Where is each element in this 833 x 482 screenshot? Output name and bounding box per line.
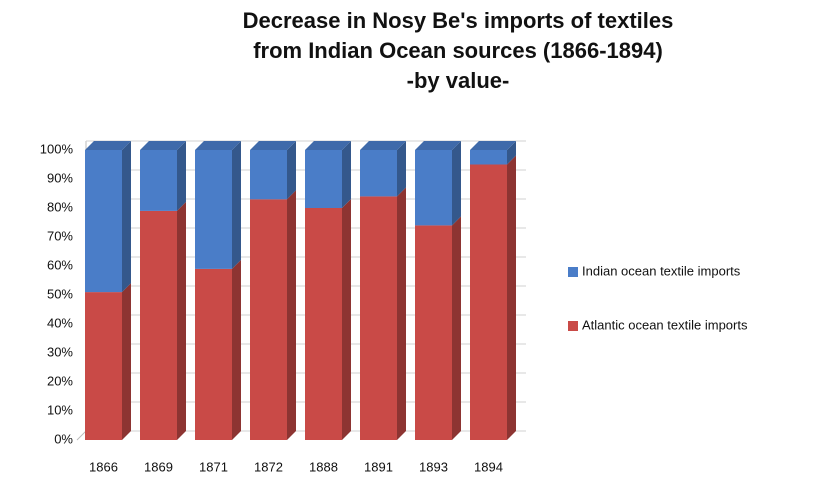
bar-side	[232, 141, 241, 269]
y-tick-label: 0%	[54, 431, 73, 446]
legend-label: Atlantic ocean textile imports	[582, 317, 748, 332]
x-tick-label: 1888	[309, 459, 338, 474]
x-tick-label: 1869	[144, 459, 173, 474]
bar-segment	[250, 150, 287, 200]
bar-top	[470, 141, 516, 150]
bar-segment	[195, 268, 232, 440]
bar-side	[507, 141, 516, 165]
bar-segment	[85, 292, 122, 440]
bar-side	[452, 141, 461, 226]
bar-side	[177, 201, 186, 440]
x-tick-label: 1894	[474, 459, 503, 474]
bar-segment	[140, 210, 177, 440]
bar-side	[507, 155, 516, 440]
floor-line	[76, 430, 87, 441]
bar-side	[287, 190, 296, 440]
bar-segment	[360, 150, 397, 197]
legend-swatch	[568, 321, 578, 331]
bar-top	[250, 141, 296, 150]
bar-side	[122, 141, 131, 293]
y-tick-label: 100%	[40, 141, 74, 156]
y-tick-label: 40%	[47, 315, 73, 330]
x-tick-label: 1893	[419, 459, 448, 474]
y-tick-label: 70%	[47, 228, 73, 243]
bar-side	[452, 216, 461, 440]
bar-segment	[415, 225, 452, 440]
y-tick-label: 10%	[47, 402, 73, 417]
bar-segment	[305, 208, 342, 440]
bar-segment	[250, 199, 287, 440]
bar-side	[287, 141, 296, 200]
bar-top	[360, 141, 406, 150]
bar-segment	[470, 164, 507, 440]
bar-segment	[415, 150, 452, 226]
x-tick-label: 1891	[364, 459, 393, 474]
bar-side	[342, 199, 351, 440]
x-tick-label: 1866	[89, 459, 118, 474]
bar-top	[140, 141, 186, 150]
bar-side	[397, 141, 406, 197]
legend-label: Indian ocean textile imports	[582, 263, 741, 278]
bar-top	[415, 141, 461, 150]
bar-side	[177, 141, 186, 211]
bar-side	[397, 187, 406, 440]
y-tick-label: 20%	[47, 373, 73, 388]
bar-segment	[140, 150, 177, 211]
bar-side	[122, 283, 131, 440]
bar-segment	[305, 150, 342, 208]
y-tick-label: 60%	[47, 257, 73, 272]
legend-swatch	[568, 267, 578, 277]
chart-title: from Indian Ocean sources (1866-1894)	[253, 38, 663, 63]
y-tick-label: 80%	[47, 199, 73, 214]
y-tick-label: 90%	[47, 170, 73, 185]
chart-title: Decrease in Nosy Be's imports of textile…	[243, 8, 674, 33]
x-tick-label: 1872	[254, 459, 283, 474]
bar-segment	[470, 150, 507, 165]
bar-segment	[85, 150, 122, 293]
bar-side	[232, 259, 241, 440]
y-tick-label: 30%	[47, 344, 73, 359]
chart-title: -by value-	[407, 68, 510, 93]
x-tick-label: 1871	[199, 459, 228, 474]
bar-side	[342, 141, 351, 208]
bar-top	[305, 141, 351, 150]
bar-segment	[360, 196, 397, 440]
y-tick-label: 50%	[47, 286, 73, 301]
bar-top	[195, 141, 241, 150]
bar-top	[85, 141, 131, 150]
bar-segment	[195, 150, 232, 269]
